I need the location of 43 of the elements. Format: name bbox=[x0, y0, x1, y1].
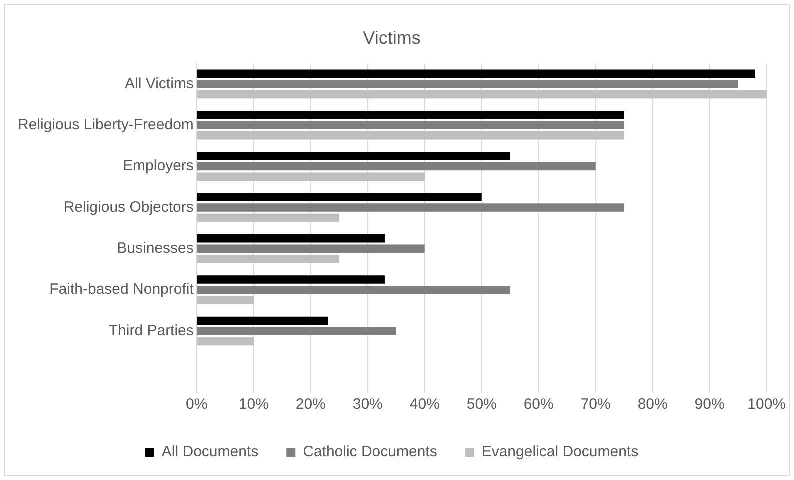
bar bbox=[197, 162, 596, 171]
bar bbox=[197, 286, 510, 294]
x-tick-label: 100% bbox=[748, 396, 786, 414]
bar bbox=[197, 70, 756, 78]
x-tick-label: 10% bbox=[238, 396, 269, 414]
bar bbox=[197, 316, 328, 326]
bar bbox=[197, 337, 254, 346]
bar bbox=[197, 204, 624, 212]
bar bbox=[197, 132, 624, 140]
bar bbox=[197, 110, 624, 120]
y-tick-label: All Victims bbox=[125, 75, 194, 92]
x-tick-label: 20% bbox=[296, 396, 326, 414]
y-tick-label: Businesses bbox=[117, 240, 194, 258]
legend-label: All Documents bbox=[162, 444, 259, 461]
bar bbox=[197, 327, 396, 336]
bar bbox=[197, 296, 254, 304]
bar bbox=[197, 244, 425, 254]
bar bbox=[197, 255, 340, 264]
bar bbox=[197, 90, 767, 99]
y-tick-label: Religious Objectors bbox=[64, 198, 194, 216]
bar bbox=[197, 80, 738, 88]
x-tick-label: 40% bbox=[410, 396, 440, 414]
y-tick-label: Employers bbox=[123, 158, 194, 175]
y-tick-label: Third Parties bbox=[108, 322, 194, 340]
bar bbox=[197, 234, 385, 243]
bar bbox=[197, 214, 340, 222]
y-tick-label: Faith-based Nonprofit bbox=[50, 281, 195, 298]
x-tick-label: 50% bbox=[466, 396, 497, 414]
x-tick-label: 80% bbox=[638, 396, 668, 414]
bar bbox=[197, 193, 482, 202]
y-tick-label: Religious Liberty-Freedom bbox=[18, 116, 194, 134]
x-tick-label: 90% bbox=[694, 396, 725, 414]
x-tick-label: 0% bbox=[186, 396, 208, 414]
bar bbox=[197, 121, 624, 130]
bar bbox=[197, 276, 385, 284]
legend-label: Evangelical Documents bbox=[482, 444, 639, 461]
bar bbox=[197, 152, 510, 160]
chart-title: Victims bbox=[363, 28, 421, 48]
x-tick-label: 60% bbox=[524, 396, 554, 414]
x-tick-label: 30% bbox=[352, 396, 383, 414]
bar bbox=[197, 172, 425, 181]
x-tick-label: 70% bbox=[580, 396, 611, 414]
legend-label: Catholic Documents bbox=[303, 444, 438, 461]
